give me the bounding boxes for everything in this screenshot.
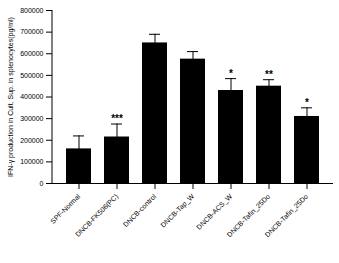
svg-text:*: * [305,97,309,108]
svg-text:400000: 400000 [20,93,43,100]
svg-text:600000: 600000 [20,50,43,57]
svg-text:DNCB-Tap_W: DNCB-Tap_W [159,192,196,229]
svg-text:DNCB-FK506(PC): DNCB-FK506(PC) [74,193,120,239]
svg-text:DNCB-ACS_W: DNCB-ACS_W [195,192,234,231]
svg-text:800000: 800000 [20,7,43,14]
svg-text:DNCB-Tafin_25Do: DNCB-Tafin_25Do [225,192,272,239]
svg-text:***: *** [111,113,123,124]
svg-text:500000: 500000 [20,72,43,79]
svg-text:**: ** [265,69,273,80]
svg-text:700000: 700000 [20,28,43,35]
svg-text:IFN-γ production in Cult. Sup.: IFN-γ production in Cult. Sup. in spleno… [7,17,15,177]
svg-text:DNCB-control: DNCB-control [122,192,158,228]
svg-text:DNCB-Tafin_25Do: DNCB-Tafin_25Do [264,193,310,239]
svg-text:*: * [229,68,233,79]
svg-text:300000: 300000 [20,115,43,122]
svg-text:0: 0 [40,180,44,187]
svg-text:100000: 100000 [20,158,43,165]
svg-text:200000: 200000 [20,136,43,143]
svg-text:SPF-Normal: SPF-Normal [49,192,81,224]
